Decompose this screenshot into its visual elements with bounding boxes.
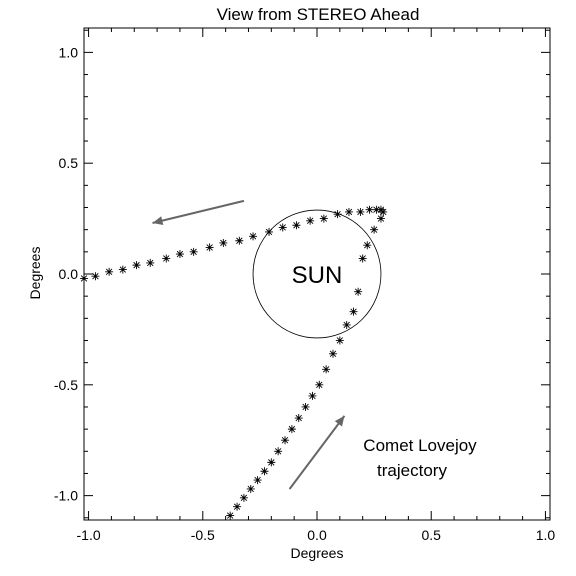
data-point: [132, 261, 141, 270]
trajectory-arrow: [152, 199, 245, 226]
data-point: [342, 320, 351, 329]
y-tick-label: -0.5: [54, 377, 78, 393]
data-point: [189, 247, 198, 256]
data-point: [287, 425, 296, 434]
comet-points: [80, 205, 388, 520]
data-point: [365, 205, 374, 214]
trajectory-arrows: [152, 199, 346, 490]
data-point: [105, 267, 114, 276]
data-point: [349, 307, 358, 316]
data-point: [315, 380, 324, 389]
data-point: [260, 467, 269, 476]
trajectory-arrow: [288, 415, 346, 490]
annotation-line-1: Comet Lovejoy: [363, 436, 477, 455]
data-point: [370, 225, 379, 234]
data-point: [267, 458, 276, 467]
data-point: [335, 336, 344, 345]
x-tick-label: 1.0: [536, 527, 556, 543]
sun: SUN: [252, 209, 382, 339]
annotation-line-2: trajectory: [377, 461, 447, 480]
data-point: [319, 214, 328, 223]
data-point: [376, 214, 385, 223]
y-tick-label: -1.0: [54, 488, 78, 504]
data-point: [333, 210, 342, 219]
x-tick-label: -0.5: [191, 527, 215, 543]
data-point: [235, 236, 244, 245]
data-point: [376, 205, 385, 214]
data-point: [246, 484, 255, 493]
data-point: [281, 436, 290, 445]
x-tick-label: -1.0: [77, 527, 101, 543]
sun-label: SUN: [292, 262, 343, 289]
data-point: [292, 221, 301, 230]
data-point: [219, 238, 228, 247]
data-point: [80, 274, 88, 283]
data-point: [226, 511, 235, 520]
y-tick-label: 0.5: [59, 155, 79, 171]
x-tick-label: 0.0: [307, 527, 327, 543]
data-point: [308, 391, 317, 400]
data-point: [118, 265, 127, 274]
data-point: [306, 216, 315, 225]
data-point: [344, 207, 353, 216]
y-tick-label: 0.0: [59, 266, 79, 282]
data-point: [363, 241, 372, 250]
y-axis-title: Degrees: [27, 247, 43, 300]
data-point: [265, 227, 274, 236]
data-point: [356, 207, 365, 216]
data-point: [278, 223, 287, 232]
data-point: [175, 250, 184, 259]
data-point: [249, 232, 258, 241]
sun-circle: [252, 209, 382, 339]
data-point: [328, 349, 337, 358]
data-point: [294, 414, 303, 423]
y-tick-label: 1.0: [59, 44, 79, 60]
data-point: [162, 254, 171, 263]
data-point: [233, 502, 242, 511]
data-point: [205, 243, 214, 252]
data-point: [354, 287, 363, 296]
chart-title: View from STEREO Ahead: [217, 5, 420, 24]
x-axis-title: Degrees: [291, 545, 344, 561]
data-point: [239, 493, 248, 502]
x-tick-label: 0.5: [421, 527, 441, 543]
data-point: [274, 447, 283, 456]
data-point: [91, 272, 100, 281]
data-point: [372, 205, 381, 214]
data-point: [301, 402, 310, 411]
data-point: [253, 476, 262, 485]
data-point: [146, 258, 155, 267]
data-point: [358, 254, 367, 263]
data-point: [322, 365, 331, 374]
axis-ticks: -1.0 -0.5 0.0 0.5 1.0 -1.0 -0.5 0.0 0.5 1.0: [54, 28, 555, 543]
